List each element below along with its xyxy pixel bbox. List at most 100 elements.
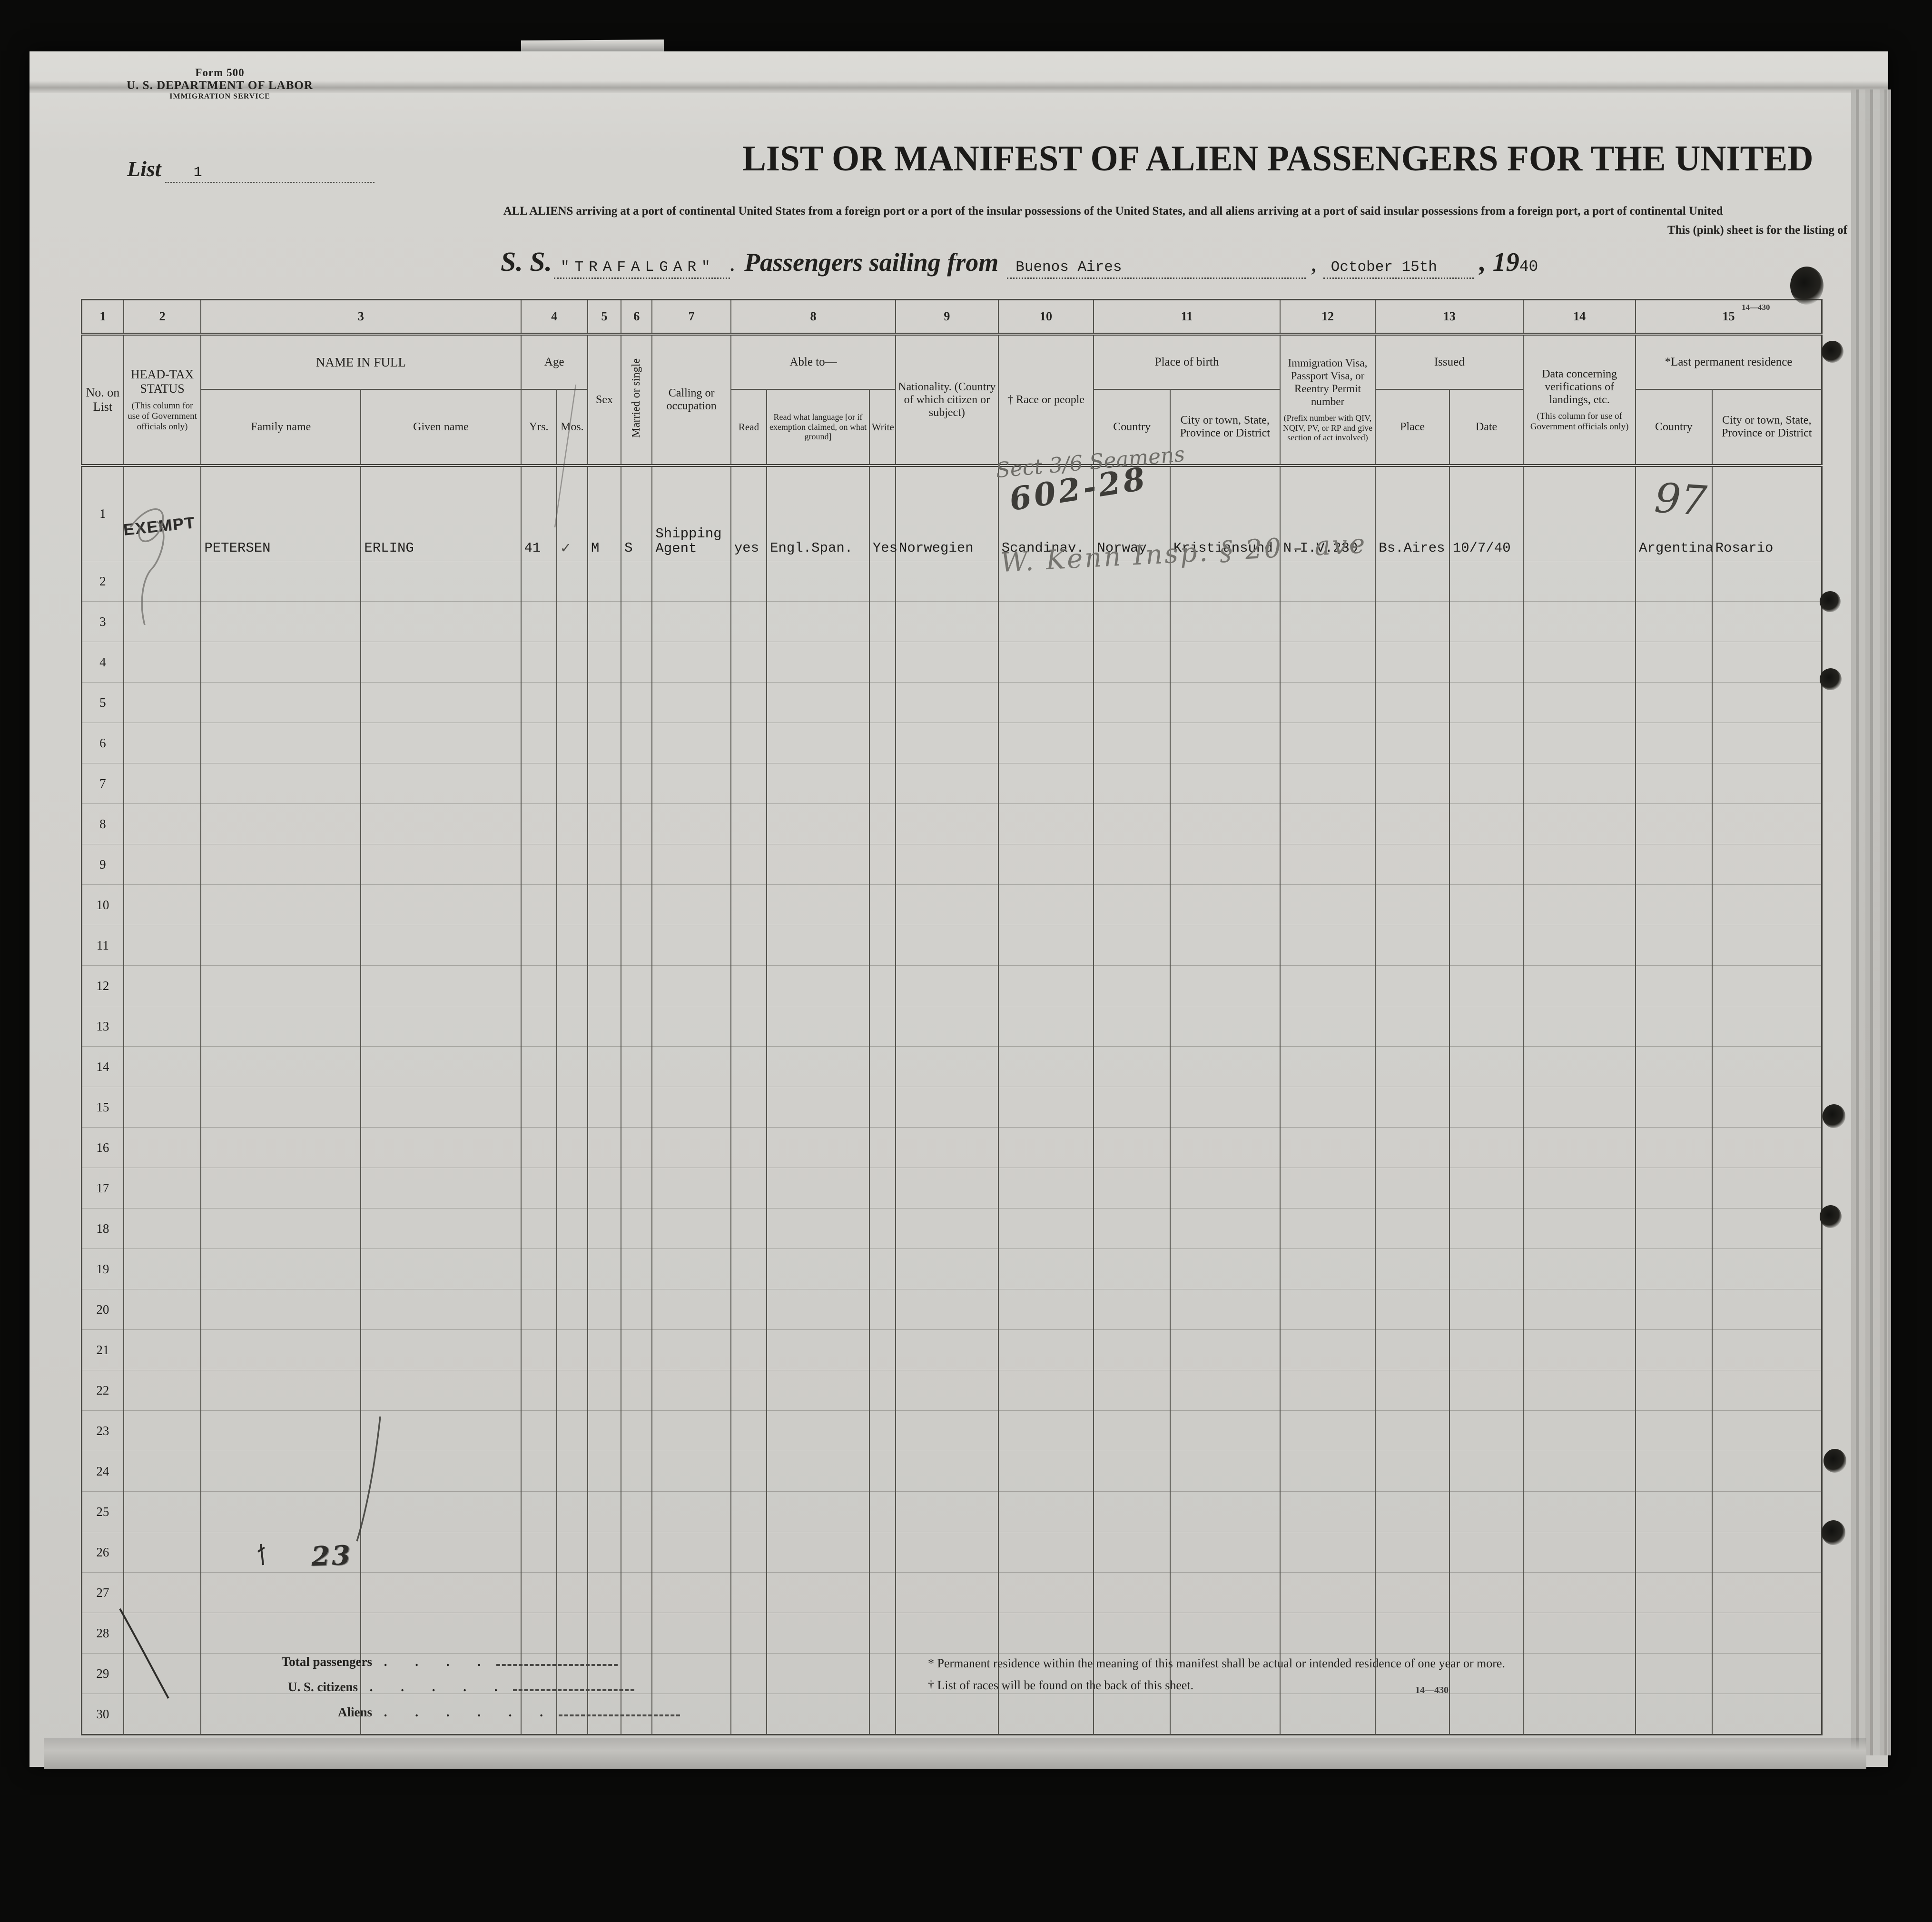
cell-married: S [621, 466, 652, 561]
punch-hole [1822, 1520, 1845, 1545]
cell-nationality [895, 682, 998, 723]
cell-verifications [1523, 1208, 1636, 1249]
cell-read [730, 1248, 767, 1289]
cell-res_city [1711, 642, 1822, 683]
cell-calling [651, 1532, 731, 1573]
cell-res_city [1711, 1127, 1822, 1168]
cell-no: 24 [81, 1451, 124, 1492]
cell-no: 26 [81, 1532, 124, 1573]
col-num-7: 7 [651, 299, 731, 336]
cell-res_city: Rosario [1711, 466, 1822, 561]
cell-race [997, 1248, 1094, 1289]
cell-res_city [1711, 1613, 1822, 1654]
us-citizens-label: U. S. citizens [288, 1680, 358, 1694]
cell-visa [1279, 1491, 1376, 1532]
cell-race [997, 1208, 1094, 1249]
cell-visa [1279, 884, 1376, 925]
cell-visa [1279, 844, 1376, 885]
cell-write [868, 1653, 896, 1694]
cell-visa [1279, 803, 1376, 844]
cell-write [868, 1006, 896, 1047]
header-place-of-birth: Place of birth [1093, 334, 1280, 389]
cell-issued_place [1375, 884, 1449, 925]
cell-yrs [520, 1532, 557, 1573]
cell-race [997, 642, 1094, 683]
cell-birth_city [1169, 1168, 1280, 1209]
cell-no: 8 [81, 803, 124, 844]
cell-res_city [1711, 1329, 1822, 1370]
header-given-name: Given name [360, 389, 521, 466]
cell-issued_date [1449, 844, 1524, 885]
cell-married [621, 1329, 652, 1370]
cell-res_country [1635, 763, 1712, 804]
cell-sex [587, 1046, 621, 1087]
cell-res_city [1711, 1572, 1822, 1613]
cell-family [200, 723, 361, 763]
cell-nationality [895, 1168, 998, 1209]
cell-sex [587, 1248, 621, 1289]
cell-mos [556, 884, 588, 925]
year-printed: , 19 [1479, 248, 1519, 277]
cell-nationality [895, 1572, 998, 1613]
cell-race [997, 803, 1094, 844]
read-language-label: Read what language [or if exemption clai… [769, 412, 867, 442]
cell-birth_country [1093, 1329, 1170, 1370]
cell-calling [651, 803, 731, 844]
manifest-row: 6 [81, 723, 1822, 763]
cell-birth_country [1093, 1491, 1170, 1532]
header-yrs: Yrs. [520, 389, 557, 466]
punch-hole [1823, 1104, 1845, 1128]
cell-no: 4 [81, 642, 124, 683]
cell-read_language [766, 1410, 869, 1451]
cell-visa [1279, 925, 1376, 966]
cell-no: 6 [81, 723, 124, 763]
header-calling: Calling or occupation [651, 334, 731, 466]
cell-mos [556, 1289, 588, 1330]
cell-race [997, 884, 1094, 925]
cell-read_language [766, 1087, 869, 1128]
manifest-row: 15 [81, 1087, 1822, 1128]
cell-family [200, 1168, 361, 1209]
cell-yrs [520, 1572, 557, 1613]
cell-write [868, 1289, 896, 1330]
cell-read_language [766, 1613, 869, 1654]
cell-calling [651, 1208, 731, 1249]
cell-sex [587, 965, 621, 1006]
cell-head_tax [123, 1248, 201, 1289]
cell-write [868, 1451, 896, 1492]
cell-birth_country: Norway [1093, 466, 1170, 561]
cell-visa [1279, 965, 1376, 1006]
cell-read: yes [730, 466, 767, 561]
cell-sex [587, 1451, 621, 1492]
cell-race [997, 965, 1094, 1006]
cell-birth_city [1169, 1451, 1280, 1492]
cell-read_language [766, 1653, 869, 1694]
cell-verifications [1523, 844, 1636, 885]
cell-issued_date: 10/7/40 [1449, 466, 1524, 561]
ss-label: S. S. [501, 246, 552, 277]
manifest-sheet: Form 500 U. S. DEPARTMENT OF LABOR IMMIG… [30, 51, 1891, 1769]
cell-given [360, 1168, 521, 1209]
cell-mos: ✓ [556, 466, 588, 561]
cell-write [868, 844, 896, 885]
cell-given [360, 1289, 521, 1330]
cell-head_tax [123, 1370, 201, 1411]
cell-nationality [895, 1370, 998, 1411]
cell-race [997, 561, 1094, 602]
cell-nationality [895, 1127, 998, 1168]
cell-verifications [1523, 1370, 1636, 1411]
cell-issued_place [1375, 1127, 1449, 1168]
cell-birth_country [1093, 1168, 1170, 1209]
handwritten-tally-23: 23 [310, 1539, 353, 1573]
cell-res_country [1635, 1653, 1712, 1694]
cell-birth_city [1169, 1248, 1280, 1289]
cell-read_language [766, 925, 869, 966]
cell-yrs [520, 1451, 557, 1492]
cell-read_language [766, 1289, 869, 1330]
header-nationality: Nationality. (Country of which citizen o… [895, 334, 998, 466]
cell-res_city [1711, 1248, 1822, 1289]
cell-given [360, 1572, 521, 1613]
cell-res_city [1711, 1168, 1822, 1209]
cell-sex [587, 1006, 621, 1047]
visa-label: Immigration Visa, Passport Visa, or Reen… [1288, 357, 1368, 407]
